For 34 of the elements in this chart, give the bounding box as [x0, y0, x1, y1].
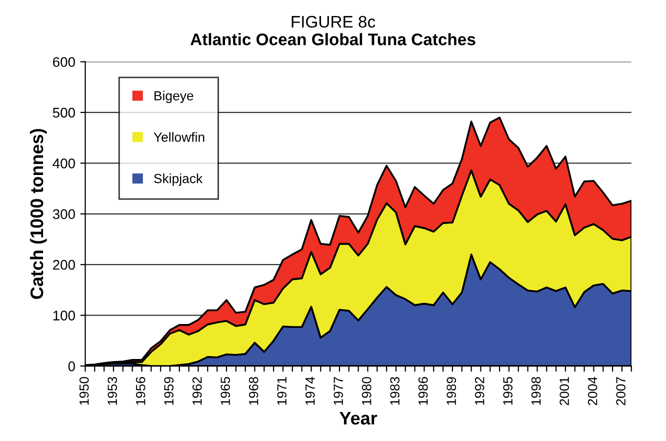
x-tick-label: 1998	[531, 377, 541, 405]
x-tick-label: 1983	[390, 377, 400, 405]
x-tick-label: 1953	[108, 377, 118, 405]
x-tick-label: 2004	[588, 376, 598, 406]
y-tick-label: 200	[53, 260, 75, 270]
x-tick-label: 1956	[136, 377, 146, 405]
x-tick-label: 1980	[362, 376, 372, 405]
x-tick-label: 1992	[474, 377, 484, 405]
x-tick-label: 1959	[164, 377, 174, 405]
legend-label: Yellowfin	[154, 132, 204, 142]
x-tick-label: 1989	[446, 377, 456, 405]
y-tick-label: 400	[52, 158, 75, 168]
x-tick-label: 1971	[277, 377, 287, 405]
x-tick-label: 2007	[616, 377, 626, 406]
y-tick-label: 100	[53, 310, 75, 320]
y-tick-label: 500	[52, 108, 75, 118]
x-axis-title: Year	[340, 412, 378, 425]
x-tick-label: 1977	[334, 377, 344, 405]
x-tick-label: 1968	[248, 377, 258, 405]
y-axis-title: Catch (1000 tonnes)	[30, 128, 47, 299]
y-tick-label: 0	[68, 361, 75, 372]
x-tick-label: 1950	[79, 376, 89, 405]
legend-label: Skipjack	[154, 174, 203, 186]
legend-label: Bigeye	[154, 90, 194, 104]
y-tick-label: 600	[53, 57, 75, 67]
x-tick-label: 2001	[560, 377, 569, 406]
chart-title: FIGURE 8c	[292, 16, 376, 28]
x-tick-label: 1986	[418, 377, 428, 405]
x-tick-label: 1962	[192, 377, 202, 405]
x-tick-label: 1974	[305, 376, 315, 405]
x-tick-label: 1995	[503, 376, 513, 405]
y-tick-label: 300	[52, 209, 75, 220]
chart-subtitle: Atlantic Ocean Global Tuna Catches	[190, 33, 476, 46]
x-tick-label: 1965	[220, 376, 230, 405]
